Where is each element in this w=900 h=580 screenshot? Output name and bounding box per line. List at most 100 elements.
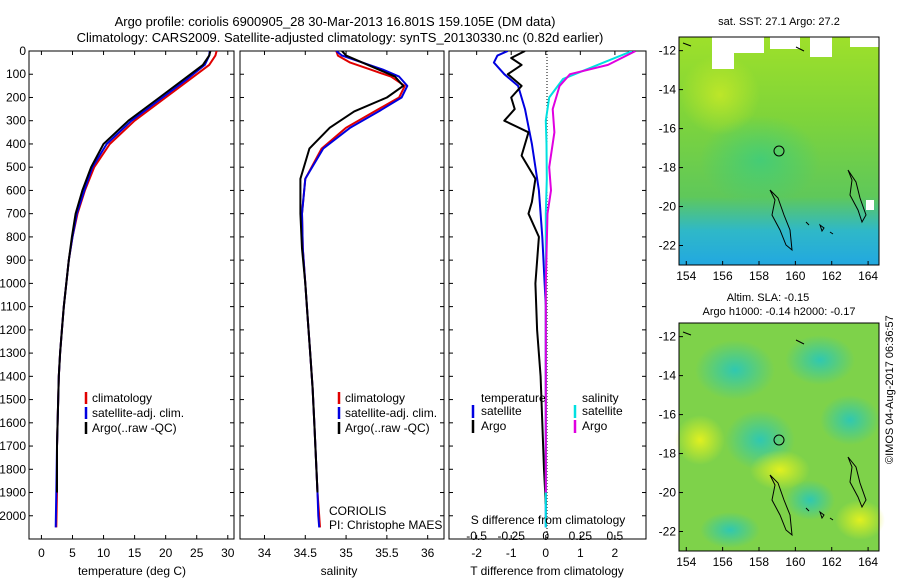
depth-tick-label: 1300 [0, 346, 26, 360]
series-line-satellite [544, 51, 633, 528]
depth-tick-label: 500 [6, 160, 26, 174]
x-tick-label: 35 [339, 546, 353, 560]
lat-tick-label: -22 [659, 239, 677, 253]
x-tick-label: 35.5 [375, 546, 399, 560]
series-line-argo-raw-qc- [56, 51, 212, 493]
depth-tick-label: 1200 [0, 323, 26, 337]
depth-tick-label: 100 [6, 67, 26, 81]
sla-map-frame [678, 322, 880, 552]
depth-tick-label: 300 [6, 114, 26, 128]
difference-legend: temperature satellite Argo salinity sate… [471, 391, 623, 433]
x-tick-label: 0 [542, 546, 549, 560]
salinity-x-axis: 34 34.5 35 35.5 36 [258, 51, 435, 560]
depth-tick-label: 900 [6, 253, 26, 267]
salinity-axis-label: salinity [321, 564, 358, 578]
figure-title: Argo profile: coriolis 6900905_28 30-Mar… [115, 14, 556, 29]
depth-tick-label: 200 [6, 90, 26, 104]
lon-tick-label: 162 [822, 269, 842, 283]
legend-climatology: climatology [92, 391, 152, 405]
sla-map-title: Altim. SLA: -0.15 [727, 292, 810, 304]
lat-tick-label: -14 [659, 369, 677, 383]
float-position-marker [773, 145, 785, 157]
series-line-climatology [55, 51, 218, 528]
float-position-marker [773, 434, 785, 446]
x-tick-label: 30 [221, 546, 235, 560]
legend-argo: Argo(..raw -QC) [345, 421, 430, 435]
lat-tick-label: -20 [659, 200, 677, 214]
sla-map-subtitle: Argo h1000: -0.14 h2000: -0.17 [703, 306, 856, 318]
legend-salinity-satellite: satellite [582, 404, 623, 418]
lat-tick-label: -12 [659, 44, 677, 58]
series-line-argo-raw-qc- [299, 51, 405, 493]
temperature-series [54, 51, 218, 528]
legend-temperature-satellite: satellite [481, 404, 522, 418]
x-tick-label: 34.5 [294, 546, 318, 560]
depth-tick-label: 1000 [0, 276, 26, 290]
series-line-argo [544, 51, 637, 493]
lat-tick-label: -22 [659, 525, 677, 539]
sla-map: Altim. SLA: -0.15 Argo h1000: -0.14 h200… [659, 292, 885, 569]
lon-tick-label: 160 [785, 269, 805, 283]
principal-investigator: PI: Christophe MAES [329, 518, 442, 532]
lat-tick-label: -14 [659, 83, 677, 97]
lat-tick-label: -16 [659, 122, 677, 136]
series-line-satellite [492, 51, 547, 528]
salinity-y-ticks [240, 50, 444, 517]
depth-tick-label: 1900 [0, 486, 26, 500]
legend-argo: Argo(..raw -QC) [92, 421, 177, 435]
salinity-difference-tick-label: 0.5 [607, 529, 624, 543]
institution-name: CORIOLIS [329, 504, 386, 518]
sst-map-frame [678, 36, 880, 266]
sst-missing-data [712, 37, 879, 210]
imos-timestamp: ©IMOS 04-Aug-2017 06:36:57 [884, 315, 896, 464]
sla-coastlines [682, 331, 867, 537]
lon-tick-label: 162 [822, 555, 842, 569]
salinity-panel: 34 34.5 35 35.5 36 salinity climatology sate… [239, 50, 445, 578]
figure-subtitle: Climatology: CARS2009. Satellite-adjuste… [77, 30, 604, 45]
series-line-argo [503, 51, 547, 505]
depth-tick-label: 0 [19, 44, 26, 58]
salinity-difference-label: S difference from climatology [471, 513, 626, 527]
salinity-legend: climatology satellite-adj. clim. Argo(..… [337, 391, 437, 435]
x-tick-label: 2 [612, 546, 619, 560]
lat-tick-label: -18 [659, 161, 677, 175]
difference-axis-label: T difference from climatology [470, 564, 624, 578]
lon-tick-label: 154 [676, 269, 696, 283]
difference-x-axis: -2 -1 0 1 2 [471, 51, 619, 560]
depth-tick-label: 400 [6, 137, 26, 151]
x-tick-label: 10 [97, 546, 111, 560]
depth-tick-label: 800 [6, 230, 26, 244]
legend-climatology: climatology [345, 391, 405, 405]
x-tick-label: 0 [38, 546, 45, 560]
lon-tick-label: 156 [713, 269, 733, 283]
x-tick-label: 34 [258, 546, 272, 560]
lon-tick-label: 164 [858, 555, 878, 569]
lon-tick-label: 156 [713, 555, 733, 569]
depth-tick-label: 1100 [0, 300, 26, 314]
temperature-panel: 0100200300400500600700800900100011001200… [0, 44, 235, 578]
sst-warm-patch [680, 55, 760, 135]
lon-tick-label: 160 [785, 555, 805, 569]
sla-map-axes: 154 156 158 160 162 164 -12 -14 -16 -18 -20 -22 [659, 330, 879, 569]
temperature-legend: climatology satellite-adj. clim. Argo(..… [84, 391, 184, 435]
lat-tick-label: -16 [659, 408, 677, 422]
legend-salinity-argo: Argo [582, 419, 608, 433]
legend-temperature-argo: Argo [481, 419, 507, 433]
legend-satellite-adj: satellite-adj. clim. [345, 406, 437, 420]
difference-panel: -2 -1 0 1 2 T difference from climatology S … [448, 50, 647, 578]
salinity-plot-frame [239, 50, 445, 540]
depth-axis: 0 100 200 300 400 500 600 700 800 900 1000 1100 1200… [0, 44, 234, 523]
x-tick-label: 1 [577, 546, 584, 560]
sla-anomaly-patches [675, 335, 885, 548]
x-tick-label: 20 [159, 546, 173, 560]
depth-tick-label: 2000 [0, 509, 26, 523]
lon-tick-label: 164 [858, 269, 878, 283]
depth-tick-label: 1500 [0, 393, 26, 407]
difference-y-ticks [449, 50, 646, 517]
salinity-difference-ticks: -0.5 -0.25 0 0.25 0.5 [466, 529, 623, 543]
salinity-series [299, 51, 409, 528]
temperature-x-axis: 0 5 10 15 20 25 30 [38, 51, 235, 560]
temperature-axis-label: temperature (deg C) [78, 564, 186, 578]
salinity-difference-tick-label: 0.25 [569, 529, 593, 543]
